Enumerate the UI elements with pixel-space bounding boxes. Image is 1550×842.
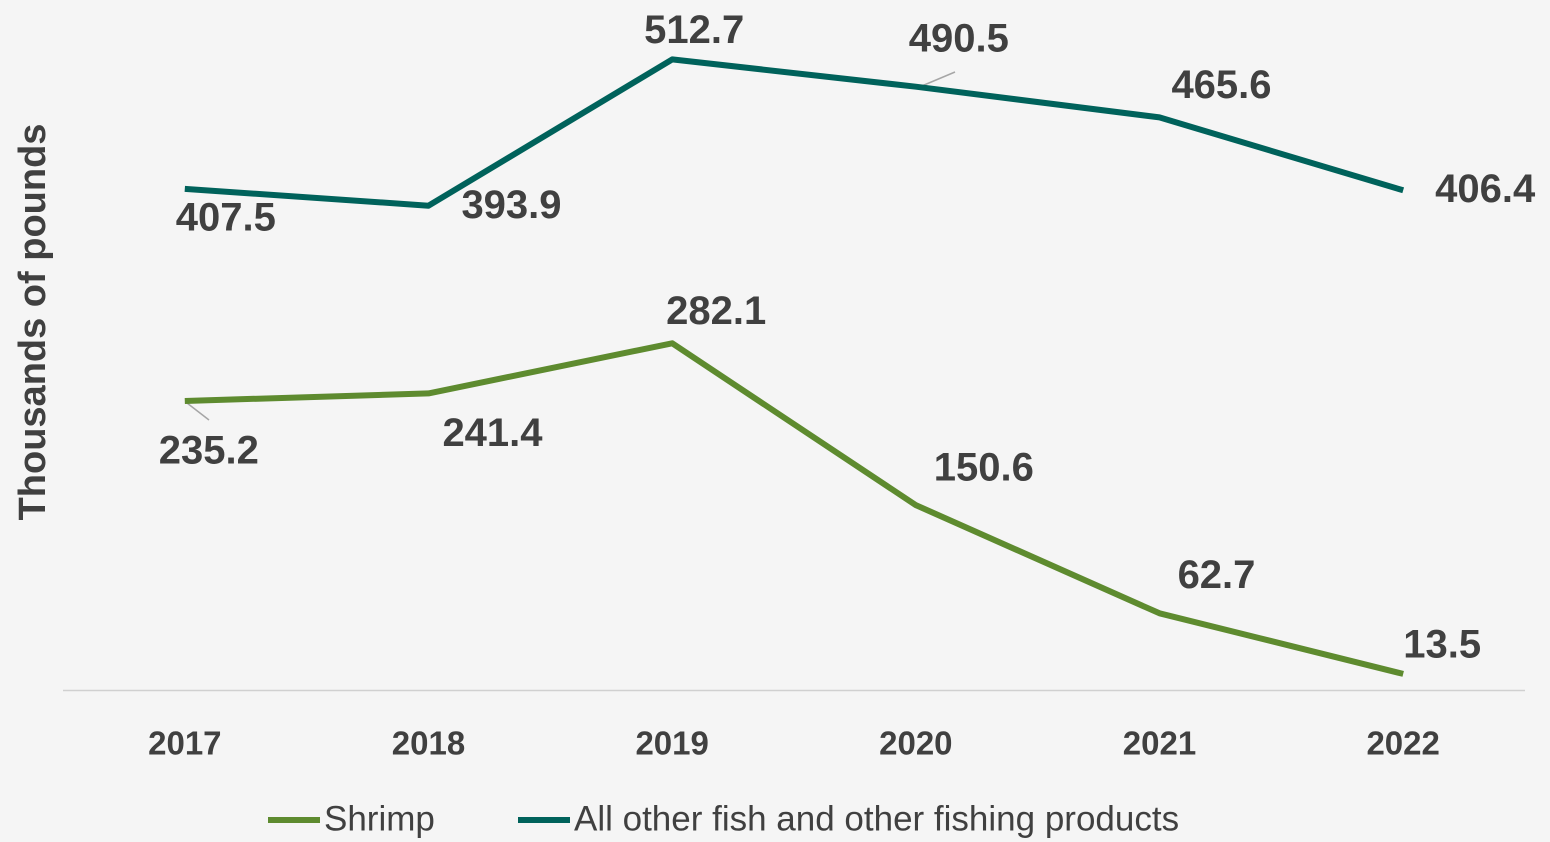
- data-label: 465.6: [1171, 63, 1271, 107]
- legend-label: All other fish and other fishing product…: [574, 799, 1179, 838]
- data-label: 13.5: [1403, 622, 1481, 666]
- x-tick-label: 2021: [1123, 725, 1196, 762]
- leader-line: [186, 402, 210, 421]
- x-tick-label: 2022: [1366, 725, 1439, 762]
- series-line: [184, 340, 1404, 677]
- x-tick-label: 2019: [635, 725, 708, 762]
- data-label: 62.7: [1178, 553, 1256, 597]
- y-axis-title: Thousands of pounds: [12, 124, 54, 521]
- series-line: [184, 56, 1405, 209]
- data-label: 512.7: [644, 8, 744, 52]
- data-label: 407.5: [176, 195, 276, 239]
- x-tick-label: 2018: [392, 725, 465, 762]
- x-tick-label: 2020: [879, 725, 952, 762]
- data-label: 150.6: [934, 446, 1034, 490]
- data-label: 490.5: [909, 16, 1009, 60]
- data-label: 235.2: [159, 429, 259, 473]
- data-label: 282.1: [666, 289, 766, 333]
- data-label: 393.9: [461, 183, 561, 227]
- data-label: 241.4: [442, 411, 543, 455]
- data-label: 406.4: [1435, 167, 1536, 211]
- legend-label: Shrimp: [324, 799, 435, 838]
- x-tick-label: 2017: [148, 725, 221, 762]
